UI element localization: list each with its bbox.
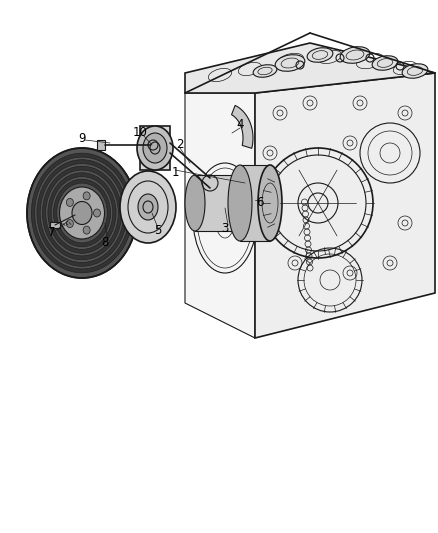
Polygon shape [255,73,435,338]
Ellipse shape [372,56,398,70]
Ellipse shape [228,165,252,241]
Ellipse shape [42,166,122,260]
Ellipse shape [67,220,73,228]
Ellipse shape [53,179,111,247]
Text: 7: 7 [48,227,56,239]
Ellipse shape [46,170,118,256]
Ellipse shape [230,175,250,231]
Ellipse shape [37,160,127,266]
Ellipse shape [402,64,428,78]
Text: 3: 3 [221,222,229,235]
Ellipse shape [72,201,92,224]
Text: 4: 4 [236,118,244,132]
Ellipse shape [83,226,90,234]
Text: 9: 9 [78,132,86,144]
Ellipse shape [67,198,73,206]
Text: 10: 10 [133,126,148,140]
Ellipse shape [57,183,107,243]
Polygon shape [185,93,255,338]
Polygon shape [240,165,270,241]
Ellipse shape [120,171,176,243]
Ellipse shape [48,173,116,253]
Ellipse shape [275,55,305,71]
Ellipse shape [51,176,113,249]
Ellipse shape [185,175,205,231]
Ellipse shape [340,47,370,63]
Ellipse shape [143,133,167,163]
Polygon shape [140,126,170,170]
Text: 5: 5 [154,224,162,238]
Ellipse shape [258,165,282,241]
Polygon shape [50,222,60,228]
Ellipse shape [40,164,124,262]
Ellipse shape [253,64,277,77]
Text: 2: 2 [176,139,184,151]
Text: 6: 6 [256,197,264,209]
Text: 8: 8 [101,237,109,249]
Text: 1: 1 [171,166,179,180]
Ellipse shape [32,153,133,273]
Ellipse shape [60,187,105,239]
Polygon shape [195,175,240,231]
Ellipse shape [93,209,100,217]
Ellipse shape [27,148,137,278]
Polygon shape [185,43,435,93]
Ellipse shape [307,48,333,62]
Polygon shape [232,106,253,148]
Ellipse shape [83,192,90,200]
Ellipse shape [35,157,129,269]
Ellipse shape [138,194,158,220]
Ellipse shape [137,126,173,170]
Polygon shape [97,140,105,150]
